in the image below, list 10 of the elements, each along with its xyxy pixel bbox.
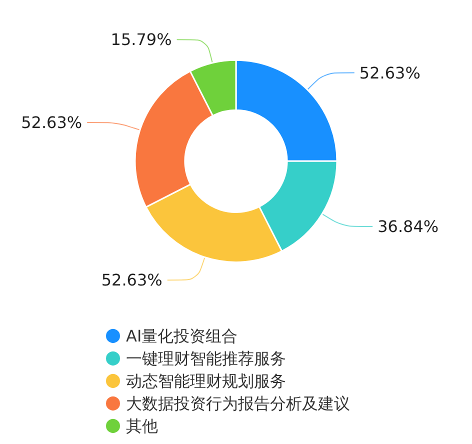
data-label: 15.79% — [110, 30, 172, 50]
legend-label: 其他 — [126, 416, 158, 436]
legend-label: 一键理财智能推荐服务 — [126, 349, 286, 368]
data-label: 36.84% — [378, 216, 439, 236]
data-label: 52.63% — [21, 113, 82, 132]
legend-label: 动态智能理财规划服务 — [126, 372, 286, 390]
data-label: 52.63% — [101, 270, 162, 290]
data-label: 52.63% — [359, 63, 420, 82]
legend-label: AI量化投资组合 — [126, 326, 238, 346]
legend-label: 大数据投资行为报告分析及建议 — [126, 394, 350, 413]
